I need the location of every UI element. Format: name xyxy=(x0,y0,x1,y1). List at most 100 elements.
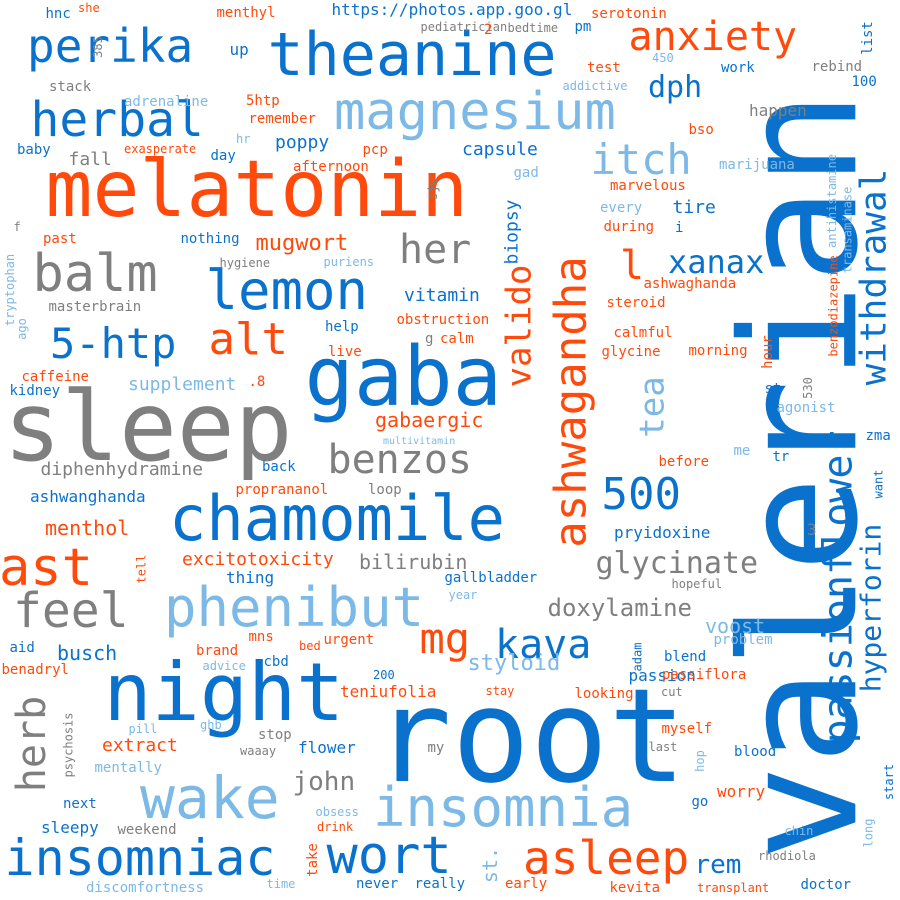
cloud-word: tr xyxy=(772,449,790,465)
cloud-word: glycine xyxy=(601,344,661,360)
cloud-word: passionflower xyxy=(815,430,862,744)
cloud-word: 5htp xyxy=(246,93,280,109)
cloud-word: adam xyxy=(629,642,644,672)
cloud-word: cut xyxy=(661,685,683,699)
cloud-word: me xyxy=(733,443,751,459)
cloud-word: wake xyxy=(140,764,280,832)
cloud-word: menthol xyxy=(45,516,130,540)
cloud-word: https://photos.app.goo.gl xyxy=(331,0,573,19)
cloud-word: ashwagandha xyxy=(545,256,597,548)
cloud-word: mugwort xyxy=(255,231,349,256)
cloud-word: menthyl xyxy=(216,5,276,21)
cloud-word: f xyxy=(13,220,21,234)
cloud-word: valido xyxy=(498,264,539,388)
cloud-word: serotonin xyxy=(591,6,667,22)
cloud-word: loop xyxy=(368,482,402,498)
cloud-word: her xyxy=(399,227,472,273)
cloud-word: gallbladder xyxy=(444,570,538,586)
cloud-word: poppy xyxy=(275,132,330,153)
cloud-word: work xyxy=(721,60,755,76)
cloud-word: bso xyxy=(688,122,714,138)
cloud-word: happen xyxy=(749,101,807,120)
cloud-word: pill xyxy=(128,722,158,736)
cloud-word: itch xyxy=(590,135,692,184)
cloud-word: passion xyxy=(628,666,696,685)
cloud-word: teniufolia xyxy=(340,682,437,701)
cloud-word: rem xyxy=(694,850,742,880)
cloud-word: pryidoxine xyxy=(614,523,711,542)
cloud-word: 200 xyxy=(373,668,395,682)
cloud-word: tell xyxy=(133,554,148,584)
cloud-word: melatonin xyxy=(45,145,469,235)
cloud-word: take xyxy=(304,843,321,877)
cloud-word: alt xyxy=(208,314,288,365)
cloud-word: rebind xyxy=(811,59,863,75)
cloud-word: kava xyxy=(495,622,592,668)
cloud-word: hr xyxy=(236,132,251,146)
cloud-word: 450 xyxy=(652,51,674,65)
cloud-word: voost xyxy=(705,614,766,638)
cloud-word: want xyxy=(870,469,885,499)
cloud-word: ago xyxy=(14,318,29,340)
cloud-word: feel xyxy=(13,583,129,639)
cloud-word: antihistamine xyxy=(824,154,839,248)
cloud-word: obstruction xyxy=(396,312,490,328)
cloud-word: tire xyxy=(672,197,716,218)
cloud-word: excitotoxicity xyxy=(182,549,334,570)
cloud-word: 530 xyxy=(800,377,815,399)
cloud-word: adrenaline xyxy=(124,94,209,110)
cloud-word: hnc xyxy=(45,6,71,22)
cloud-word: transplant xyxy=(697,881,770,895)
cloud-word: puriens xyxy=(323,255,375,269)
cloud-word: pm xyxy=(574,19,592,35)
cloud-word: bedtime xyxy=(507,21,559,35)
cloud-word: 5-htp xyxy=(50,319,177,368)
cloud-word: i xyxy=(675,220,684,236)
cloud-word: magnesium xyxy=(334,82,616,142)
cloud-word: doxylamine xyxy=(547,594,693,622)
cloud-word: agonist xyxy=(776,400,836,416)
cloud-word: urgent xyxy=(323,632,375,648)
cloud-word: balm xyxy=(32,244,158,304)
cloud-word: during xyxy=(603,219,655,235)
cloud-word: weekend xyxy=(117,822,177,838)
cloud-word: l xyxy=(620,243,645,289)
cloud-word: blend xyxy=(664,649,707,665)
cloud-word: next xyxy=(63,796,97,812)
cloud-word: stay xyxy=(485,684,515,698)
cloud-word: benadryl xyxy=(1,662,69,678)
cloud-word: herbal xyxy=(30,92,204,148)
cloud-word: back xyxy=(262,459,296,475)
cloud-word: night xyxy=(103,646,345,739)
cloud-word: obsess xyxy=(315,805,359,819)
cloud-word: zma xyxy=(865,428,891,444)
cloud-word: live xyxy=(328,344,362,360)
cloud-word: last xyxy=(648,740,678,754)
cloud-word: advice xyxy=(202,659,246,673)
cloud-word: herb xyxy=(9,695,56,793)
cloud-word: benzos xyxy=(327,437,473,483)
cloud-word: theanine xyxy=(267,20,557,90)
cloud-word: start xyxy=(882,763,897,801)
cloud-word: passiflora xyxy=(662,667,747,683)
cloud-word: hop xyxy=(692,750,707,772)
cloud-word: mentally xyxy=(94,760,162,776)
cloud-word: addictive xyxy=(562,79,628,93)
cloud-word: mns xyxy=(248,629,274,645)
cloud-word: test xyxy=(587,60,621,76)
cloud-word: she xyxy=(78,1,100,15)
cloud-word: brand xyxy=(196,643,239,659)
cloud-word: transaminase xyxy=(839,186,854,274)
cloud-word: insomnia xyxy=(373,776,634,839)
cloud-word: insomniac xyxy=(4,829,276,887)
cloud-word: withdrawal xyxy=(852,168,894,386)
cloud-word: afternoon xyxy=(293,159,369,175)
cloud-word: psychosis xyxy=(61,712,76,778)
cloud-word: every xyxy=(600,200,643,216)
cloud-word: biopsy xyxy=(501,199,523,265)
cloud-word: worry xyxy=(717,782,766,801)
cloud-word: xanax xyxy=(668,243,765,281)
cloud-word: ghb xyxy=(200,718,222,732)
cloud-word: bilirubin xyxy=(359,550,468,574)
